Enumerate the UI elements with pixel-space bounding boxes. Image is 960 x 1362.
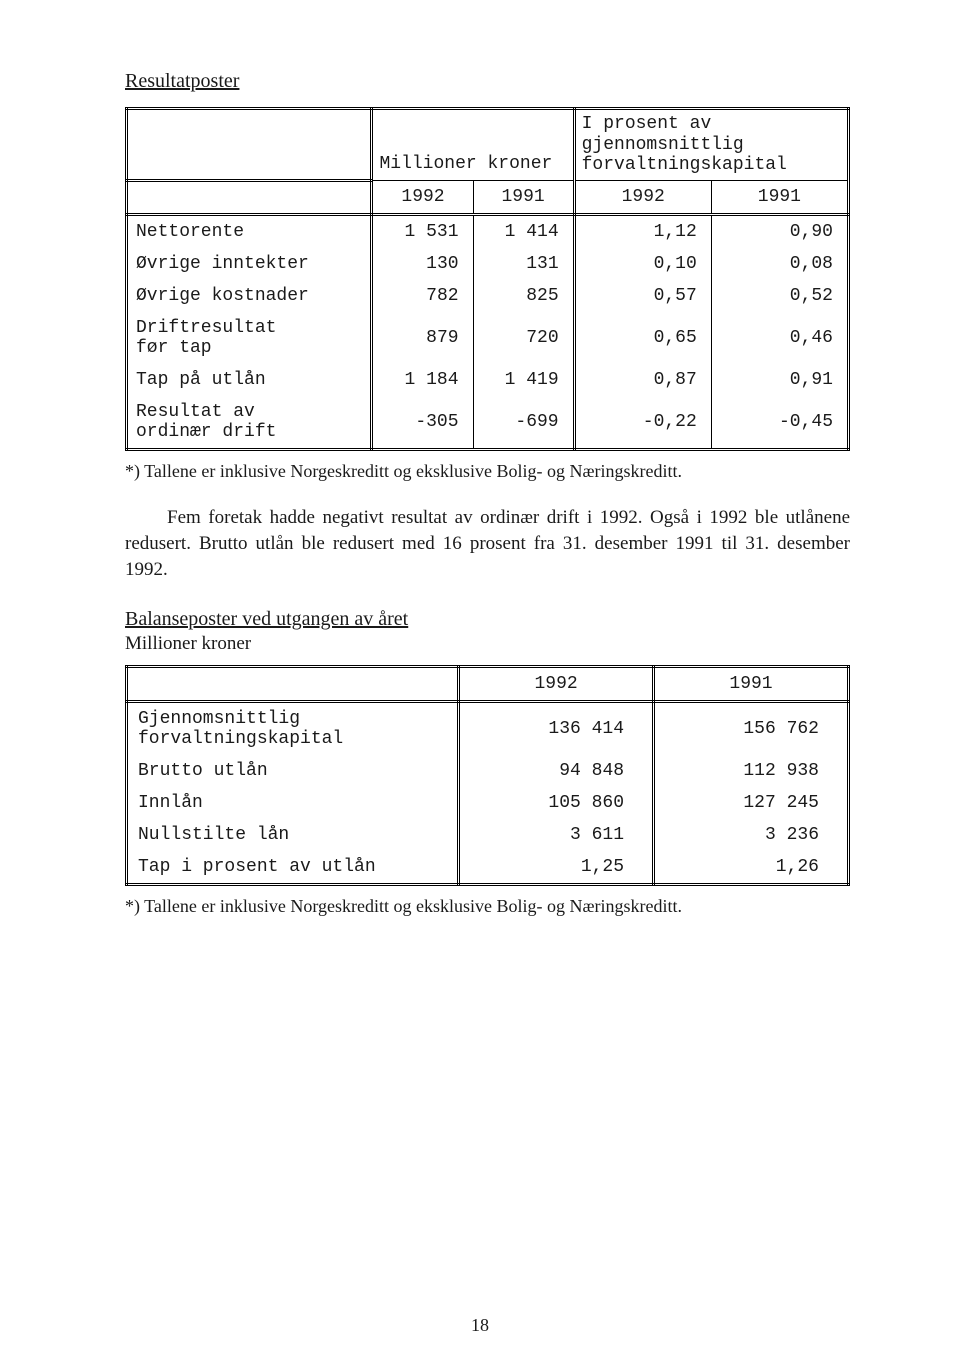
- section-title-balanseposter: Balanseposter ved utgangen av året: [125, 608, 850, 631]
- cell: 0,91: [711, 364, 848, 396]
- cell: 825: [473, 280, 574, 312]
- table-row: Tap på utlån 1 184 1 419 0,87 0,91: [127, 364, 849, 396]
- row-label: Tap på utlån: [127, 364, 372, 396]
- cell: -305: [372, 396, 473, 450]
- cell: 1,25: [459, 851, 654, 885]
- cell: 131: [473, 248, 574, 280]
- row-label: Brutto utlån: [127, 755, 459, 787]
- row-label: Nettorente: [127, 215, 372, 249]
- cell: 879: [372, 312, 473, 364]
- page: Resultatposter Millioner kroner I prosen…: [0, 0, 960, 1362]
- cell: 782: [372, 280, 473, 312]
- header-prosent-line2: gjennomsnittlig: [582, 135, 744, 155]
- section-subtitle: Millioner kroner: [125, 633, 850, 655]
- cell: 94 848: [459, 755, 654, 787]
- cell: 1,12: [574, 215, 711, 249]
- footnote-2: *) Tallene er inklusive Norgeskreditt og…: [125, 894, 850, 918]
- row-label: Innlån: [127, 787, 459, 819]
- table-row: Tap i prosent av utlån 1,25 1,26: [127, 851, 849, 885]
- table-row: Øvrige kostnader 782 825 0,57 0,52: [127, 280, 849, 312]
- cell: 112 938: [654, 755, 849, 787]
- row-label: Øvrige inntekter: [127, 248, 372, 280]
- cell: -0,22: [574, 396, 711, 450]
- header-blank: [127, 667, 459, 702]
- row-label: Gjennomsnittlig forvaltningskapital: [127, 702, 459, 756]
- table-row: Brutto utlån 94 848 112 938: [127, 755, 849, 787]
- table-row: Innlån 105 860 127 245: [127, 787, 849, 819]
- cell: 1 184: [372, 364, 473, 396]
- years-blank: [127, 181, 372, 215]
- cell: 127 245: [654, 787, 849, 819]
- cell: 1 531: [372, 215, 473, 249]
- cell: 0,87: [574, 364, 711, 396]
- header-blank: [127, 109, 372, 181]
- cell: -699: [473, 396, 574, 450]
- row-label: Driftresultat før tap: [127, 312, 372, 364]
- header-prosent: I prosent av gjennomsnittlig forvaltning…: [574, 109, 848, 181]
- table-row: Driftresultat før tap 879 720 0,65 0,46: [127, 312, 849, 364]
- cell: 1 419: [473, 364, 574, 396]
- table-row: Gjennomsnittlig forvaltningskapital 136 …: [127, 702, 849, 756]
- year-col-3: 1992: [574, 181, 711, 215]
- cell: 0,90: [711, 215, 848, 249]
- cell: 136 414: [459, 702, 654, 756]
- row-label: Resultat av ordinær drift: [127, 396, 372, 450]
- header-millioner-kroner: Millioner kroner: [372, 109, 574, 181]
- row-label: Nullstilte lån: [127, 819, 459, 851]
- table-row: Nullstilte lån 3 611 3 236: [127, 819, 849, 851]
- cell: 3 236: [654, 819, 849, 851]
- year-col-2: 1991: [654, 667, 849, 702]
- body-paragraph: Fem foretak hadde negativt resultat av o…: [125, 505, 850, 582]
- table-row: Resultat av ordinær drift -305 -699 -0,2…: [127, 396, 849, 450]
- cell: 0,57: [574, 280, 711, 312]
- cell: 1,26: [654, 851, 849, 885]
- cell: 0,08: [711, 248, 848, 280]
- cell: 0,10: [574, 248, 711, 280]
- year-col-1: 1992: [459, 667, 654, 702]
- cell: 105 860: [459, 787, 654, 819]
- cell: 130: [372, 248, 473, 280]
- year-col-4: 1991: [711, 181, 848, 215]
- page-number: 18: [0, 1315, 960, 1336]
- cell: 0,65: [574, 312, 711, 364]
- cell: 1 414: [473, 215, 574, 249]
- year-col-2: 1991: [473, 181, 574, 215]
- cell: 156 762: [654, 702, 849, 756]
- cell: 720: [473, 312, 574, 364]
- cell: 0,52: [711, 280, 848, 312]
- cell: 0,46: [711, 312, 848, 364]
- header-prosent-line3: forvaltningskapital: [582, 155, 787, 175]
- table-resultatposter: Millioner kroner I prosent av gjennomsni…: [125, 107, 850, 451]
- cell: -0,45: [711, 396, 848, 450]
- section-title-resultatposter: Resultatposter: [125, 70, 850, 93]
- row-label: Tap i prosent av utlån: [127, 851, 459, 885]
- paragraph-text: Fem foretak hadde negativt resultat av o…: [125, 507, 850, 579]
- table-row: Øvrige inntekter 130 131 0,10 0,08: [127, 248, 849, 280]
- table-row: Nettorente 1 531 1 414 1,12 0,90: [127, 215, 849, 249]
- year-col-1: 1992: [372, 181, 473, 215]
- table-balanseposter: 1992 1991 Gjennomsnittlig forvaltningska…: [125, 665, 850, 886]
- row-label: Øvrige kostnader: [127, 280, 372, 312]
- cell: 3 611: [459, 819, 654, 851]
- footnote-1: *) Tallene er inklusive Norgeskreditt og…: [125, 459, 850, 483]
- header-prosent-line1: I prosent av: [582, 114, 712, 134]
